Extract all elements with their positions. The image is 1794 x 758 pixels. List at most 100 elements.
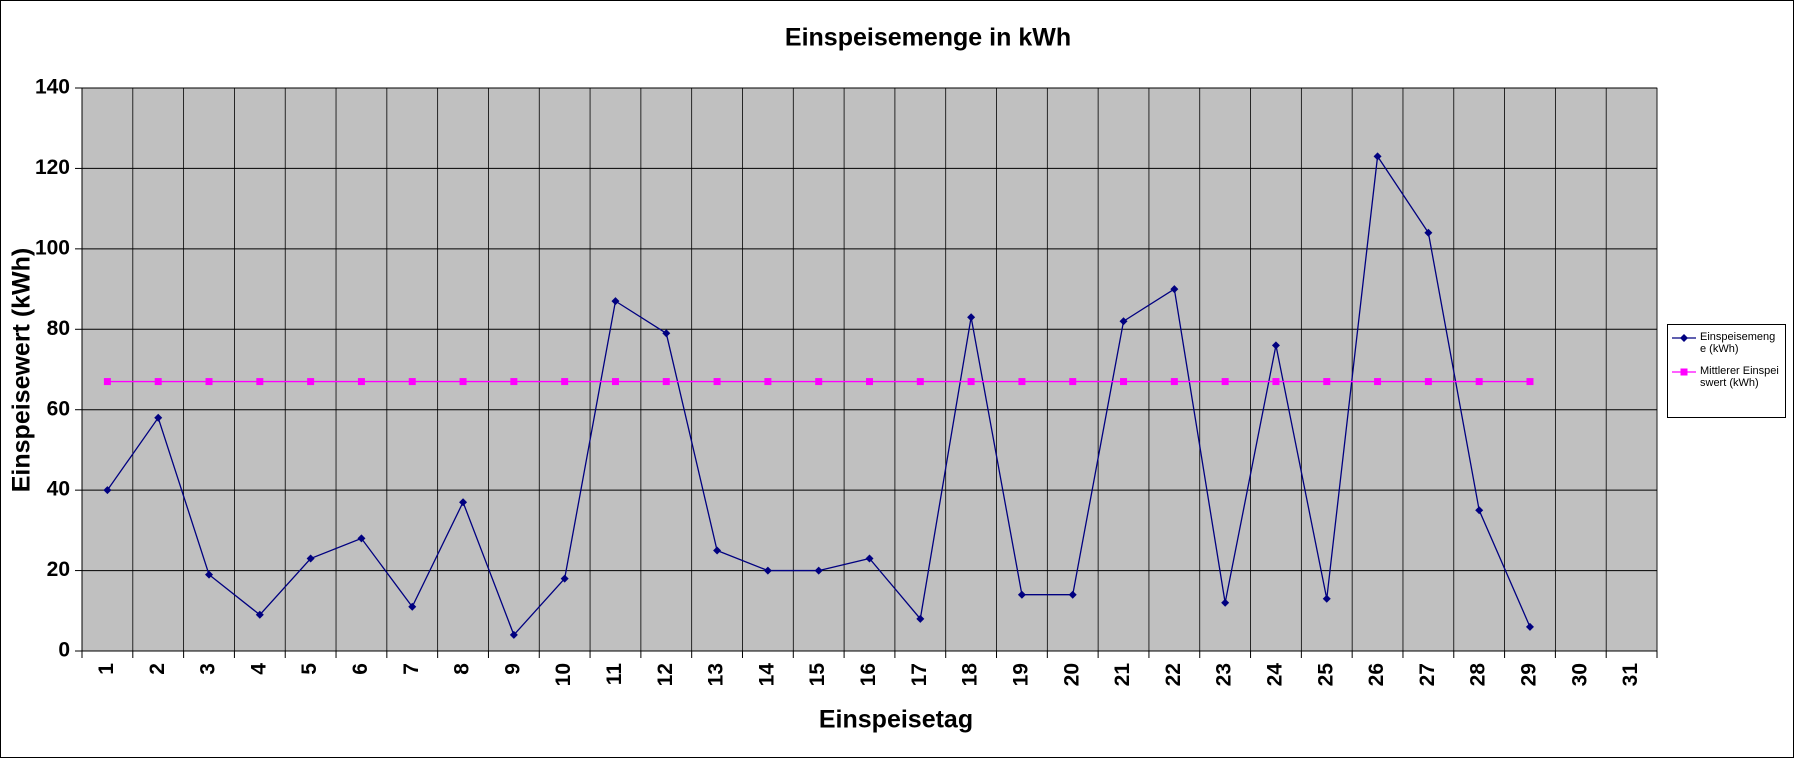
x-tick-label: 27 bbox=[1416, 663, 1439, 686]
marker bbox=[1221, 378, 1229, 386]
marker bbox=[1119, 317, 1128, 326]
marker bbox=[967, 313, 976, 322]
marker bbox=[560, 574, 569, 583]
marker bbox=[1069, 378, 1077, 386]
marker bbox=[916, 614, 925, 623]
marker bbox=[306, 554, 315, 563]
marker bbox=[1221, 598, 1230, 607]
marker bbox=[154, 378, 162, 386]
x-tick-label: 25 bbox=[1314, 663, 1337, 687]
marker bbox=[256, 378, 264, 386]
marker bbox=[764, 378, 772, 386]
x-tick-label: 29 bbox=[1518, 663, 1541, 686]
marker bbox=[814, 566, 823, 575]
marker bbox=[1475, 506, 1484, 515]
x-tick-label: 24 bbox=[1263, 663, 1286, 687]
x-tick-label: 26 bbox=[1365, 663, 1388, 686]
legend-label: Einspeisemenge (kWh) bbox=[1700, 331, 1776, 355]
marker bbox=[713, 546, 722, 555]
y-tick-label: 80 bbox=[47, 317, 70, 340]
marker bbox=[1018, 378, 1026, 386]
y-tick-label: 140 bbox=[35, 76, 70, 99]
legend: Einspeisemenge (kWh) Mittlerer Einspeiswe… bbox=[1667, 324, 1786, 418]
marker bbox=[865, 554, 874, 563]
marker bbox=[408, 602, 417, 611]
marker bbox=[103, 486, 112, 495]
marker bbox=[1017, 590, 1026, 599]
marker bbox=[459, 378, 467, 386]
y-tick-label: 0 bbox=[58, 639, 70, 662]
x-tick-label: 5 bbox=[298, 663, 321, 675]
y-tick-label: 60 bbox=[47, 397, 70, 420]
marker bbox=[1680, 368, 1688, 376]
x-tick-label: 1 bbox=[95, 663, 118, 675]
marker bbox=[1120, 378, 1128, 386]
marker bbox=[205, 570, 214, 579]
marker bbox=[357, 534, 366, 543]
marker bbox=[1322, 594, 1331, 603]
chart-title: Einspeisemenge in kWh bbox=[785, 24, 1071, 52]
marker bbox=[1170, 378, 1178, 386]
x-tick-label: 10 bbox=[552, 663, 575, 686]
x-tick-label: 23 bbox=[1213, 663, 1236, 686]
y-tick-label: 120 bbox=[35, 156, 70, 179]
marker bbox=[459, 498, 468, 507]
marker bbox=[611, 297, 620, 306]
x-tick-label: 4 bbox=[247, 663, 270, 675]
marker bbox=[103, 378, 111, 386]
marker bbox=[815, 378, 823, 386]
x-tick-label: 15 bbox=[806, 663, 829, 687]
x-tick-label: 8 bbox=[451, 663, 474, 675]
x-tick-label: 9 bbox=[501, 663, 524, 675]
marker bbox=[662, 378, 670, 386]
marker bbox=[1424, 378, 1432, 386]
marker bbox=[307, 378, 315, 386]
marker bbox=[611, 378, 619, 386]
marker bbox=[1374, 378, 1382, 386]
marker bbox=[1271, 341, 1280, 350]
marker bbox=[1068, 590, 1077, 599]
marker bbox=[1272, 378, 1280, 386]
marker bbox=[408, 378, 416, 386]
x-tick-label: 16 bbox=[857, 663, 880, 686]
y-tick-label: 40 bbox=[47, 478, 70, 501]
x-tick-label: 14 bbox=[755, 663, 778, 687]
marker bbox=[1373, 152, 1382, 161]
marker bbox=[1170, 285, 1179, 294]
marker bbox=[1424, 228, 1433, 237]
marker bbox=[509, 630, 518, 639]
x-tick-label: 13 bbox=[705, 663, 728, 686]
marker bbox=[1680, 334, 1688, 342]
x-tick-label: 22 bbox=[1162, 663, 1185, 686]
x-tick-label: 30 bbox=[1568, 663, 1591, 686]
x-tick-label: 12 bbox=[654, 663, 677, 686]
marker bbox=[154, 413, 163, 422]
legend-item: Mittlerer Einspeiswert (kWh) bbox=[1672, 365, 1781, 389]
x-tick-label: 28 bbox=[1467, 663, 1490, 687]
x-tick-label: 11 bbox=[603, 663, 626, 686]
y-tick-label: 100 bbox=[35, 236, 70, 259]
marker bbox=[205, 378, 213, 386]
marker bbox=[916, 378, 924, 386]
x-tick-label: 19 bbox=[1009, 663, 1032, 686]
plot-area bbox=[81, 87, 1658, 652]
marker bbox=[510, 378, 518, 386]
x-tick-label: 3 bbox=[197, 663, 220, 675]
x-tick-label: 18 bbox=[959, 663, 982, 687]
x-axis-title: Einspeisetag bbox=[819, 706, 973, 734]
x-tick-label: 21 bbox=[1111, 663, 1134, 687]
x-tick-label: 7 bbox=[400, 663, 423, 675]
marker bbox=[1525, 622, 1534, 631]
marker bbox=[763, 566, 772, 575]
x-tick-label: 20 bbox=[1060, 663, 1083, 686]
marker bbox=[561, 378, 569, 386]
marker bbox=[662, 329, 671, 338]
legend-item: Einspeisemenge (kWh) bbox=[1672, 331, 1781, 355]
x-tick-label: 17 bbox=[908, 663, 931, 686]
legend-swatch bbox=[1672, 368, 1696, 376]
x-tick-label: 31 bbox=[1619, 663, 1642, 687]
legend-label: Mittlerer Einspeiswert (kWh) bbox=[1700, 365, 1779, 389]
marker bbox=[255, 610, 264, 619]
